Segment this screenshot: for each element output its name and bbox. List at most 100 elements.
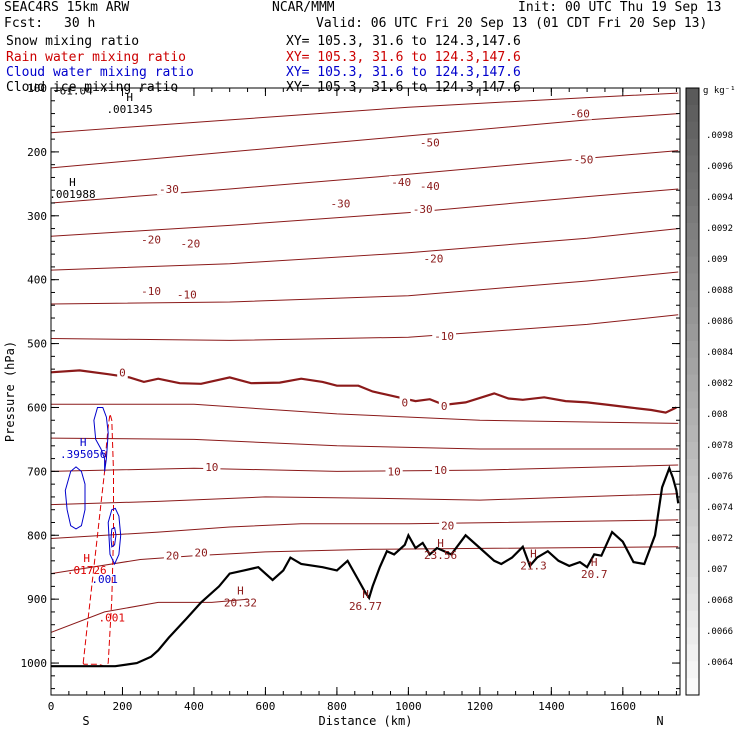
isotherm-line-6: [51, 314, 679, 341]
y-tick-label-1: 200: [27, 146, 47, 159]
isotherm-label-bg-14: [117, 366, 128, 379]
isotherm-label-19: 10: [434, 464, 447, 477]
rain-water-contour: [82, 413, 114, 667]
colorbar: g kg⁻¹ .0064 .0066 .0068 .007 .0072 .0074 .0076…: [685, 86, 736, 696]
colorbar-swatch: [686, 189, 699, 207]
extremum-marker-8: H: [591, 556, 598, 569]
isotherm-label-10: -20: [423, 253, 443, 266]
isotherm-label-21: 20: [194, 547, 207, 560]
extremum-value-6: 23.56: [424, 549, 457, 562]
isotherm-label-bg-19: [431, 464, 450, 477]
terrain-profile-line: [51, 465, 680, 668]
isotherm-label-bg-7: [410, 202, 435, 215]
isotherm-line-5: [51, 271, 679, 305]
colorbar-swatch: [686, 593, 699, 612]
colorbar-swatch: [686, 222, 699, 241]
extremum-value-1: .001988: [49, 188, 95, 201]
colorbar-swatch: [686, 543, 699, 561]
colorbar-tick-label-17: .0098: [706, 131, 733, 141]
colorbar-tick-label-5: .0074: [706, 503, 733, 513]
isotherm-label-4: -40: [420, 180, 440, 193]
isotherm-label-bg-12: [174, 288, 199, 301]
colorbar-unit: g kg⁻¹: [703, 86, 736, 96]
isotherm-line-4: [51, 228, 679, 271]
isotherm-line-0: [51, 92, 679, 134]
isotherm-label-17: 10: [205, 461, 218, 474]
colorbar-tick-label-4: .0072: [706, 534, 733, 544]
extremum-value-8: 20.7: [581, 568, 608, 581]
endpoint-label-north: N: [656, 714, 663, 728]
isotherm-label-bg-15: [399, 396, 411, 409]
x-tick-label-5: 1000: [395, 700, 422, 713]
colorbar-swatch: [686, 442, 699, 460]
isotherm-label-bg-9: [178, 237, 203, 250]
isotherm-label-bg-11: [139, 285, 163, 298]
isotherm-label-bg-13: [432, 329, 457, 342]
colorbar-swatch: [686, 121, 699, 140]
colorbar-tick-label-14: .0092: [706, 224, 733, 234]
colorbar-swatch: [686, 239, 699, 258]
isotherm-label-bg-17: [203, 460, 221, 473]
colorbar-swatch: [686, 576, 699, 595]
x-axis-title: Distance (km): [319, 714, 413, 728]
extremum-value-4: 20.32: [224, 597, 257, 610]
plot-frame: [50, 87, 681, 696]
extremum-marker-3: H: [83, 552, 90, 565]
y-tick-label-3: 400: [27, 274, 47, 287]
isotherm-label-22: 20: [441, 520, 454, 533]
colorbar-swatch: [686, 340, 699, 359]
isotherm-label-13: -10: [434, 330, 454, 343]
isotherm-label-15: 0: [402, 396, 409, 409]
extremum-marker-5: H: [362, 588, 369, 601]
extremum-value-3: .01726: [67, 564, 107, 577]
isotherm-label-8: -20: [141, 233, 161, 246]
isotherm-label-bg-20: [163, 549, 182, 562]
isotherm-line-11: [51, 519, 679, 539]
colorbar-swatch: [686, 138, 699, 156]
cloud-water-contour-2: [107, 507, 122, 566]
isotherm-line-9: [51, 464, 679, 472]
isotherm-line-3: [51, 188, 679, 237]
isotherm-line-7: [51, 403, 679, 424]
y-tick-label-9: 1000: [21, 657, 48, 670]
colorbar-swatch: [686, 104, 699, 123]
colorbar-tick-label-0: .0064: [706, 658, 733, 668]
y-tick-label-0: 100: [27, 82, 47, 95]
colorbar-swatch: [686, 357, 699, 376]
isotherm-label-9: -20: [180, 237, 200, 250]
colorbar-frame: [685, 87, 700, 696]
isotherm-label-5: -30: [159, 183, 179, 196]
isotherm-label-bg-5: [157, 182, 181, 195]
y-tick-label-5: 600: [27, 401, 47, 414]
extremum-marker-7: H: [530, 548, 537, 561]
colorbar-tick-label-8: .008: [706, 410, 728, 420]
colorbar-tick-label-2: .0068: [706, 596, 733, 606]
colorbar-swatch: [686, 256, 699, 274]
colorbar-swatch: [686, 273, 699, 291]
colorbar-tick-label-3: .007: [706, 565, 728, 575]
colorbar-tick-label-7: .0078: [706, 441, 733, 451]
contour-label-2: .001: [99, 612, 126, 625]
colorbar-swatch: [686, 526, 699, 544]
isotherm-label-11: -10: [141, 285, 161, 298]
colorbar-swatch: [686, 678, 699, 696]
x-tick-label-2: 400: [184, 700, 204, 713]
cloud-water-contour-0: [64, 466, 86, 530]
colorbar-tick-label-13: .009: [706, 255, 728, 265]
colorbar-swatch: [686, 206, 699, 224]
freezing-level-line: [51, 369, 677, 414]
colorbar-tick-label-15: .0094: [706, 193, 733, 203]
cloud-water-contour-3: [110, 526, 117, 548]
colorbar-tick-label-12: .0088: [706, 286, 733, 296]
isotherm-label-0: -60: [570, 108, 590, 121]
colorbar-tick-label-9: .0082: [706, 379, 733, 389]
isotherm-label-7: -30: [413, 203, 433, 216]
colorbar-swatch: [686, 458, 699, 477]
isotherm-label-bg-0: [568, 107, 592, 120]
extremum-marker-2: H: [80, 436, 87, 449]
isotherm-line-10: [51, 493, 679, 506]
colorbar-swatch: [686, 324, 699, 342]
extremum-value-5: 26.77: [349, 600, 382, 613]
isotherm-label-6: -30: [331, 198, 351, 211]
isotherm-label-bg-3: [389, 175, 414, 188]
